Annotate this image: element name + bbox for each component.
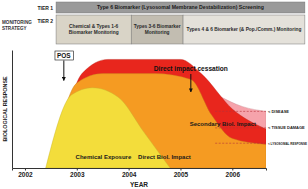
x-tick-label: 2002 bbox=[18, 171, 33, 178]
threshold-line bbox=[215, 143, 266, 144]
tier-label: TIER 2 bbox=[37, 18, 53, 24]
threshold-line bbox=[215, 111, 266, 112]
tier-box-text: Types 4 & 6 Biomarker (& Pop./Comm.) Mon… bbox=[187, 27, 302, 32]
tier-box-text: Type 6 Biomarker (Lysosomal Membrane Des… bbox=[97, 4, 264, 10]
threshold-label: < LYSOSOMAL RESPONSE bbox=[268, 141, 307, 146]
threshold-label: < TISSUE DAMAGE bbox=[268, 125, 305, 130]
x-tick-label: 2005 bbox=[174, 171, 189, 178]
x-axis-line bbox=[13, 169, 267, 171]
x-tick-label: 2004 bbox=[122, 171, 137, 178]
y-axis-line bbox=[12, 51, 13, 169]
x-tick-mark bbox=[77, 168, 78, 171]
tier-box bbox=[56, 15, 131, 44]
monitoring-label: MONITORINGSTRATEGY bbox=[2, 20, 32, 31]
tier-box bbox=[131, 15, 183, 44]
y-axis bbox=[12, 51, 13, 169]
threshold-label: < DISEASE bbox=[268, 109, 289, 114]
x-axis-title: YEAR bbox=[130, 181, 148, 188]
series-label: Direct Biol. Impact bbox=[138, 154, 191, 160]
series-label: Chemical Exposure bbox=[76, 154, 132, 160]
tier-box bbox=[183, 15, 305, 44]
x-tick: 2004 bbox=[122, 168, 137, 178]
annotation-arrow bbox=[190, 74, 191, 92]
tier-box-text: Chemical & Types 1-6Biomarker Monitoring bbox=[69, 24, 119, 35]
x-axis: 2002 2003 2004 2005 2006 bbox=[13, 168, 267, 178]
plot-area bbox=[46, 59, 266, 168]
annotation-box bbox=[55, 51, 73, 60]
background bbox=[0, 0, 308, 189]
chart: MONITORINGSTRATEGY TIER 1 Type 6 Biomarker… bbox=[0, 0, 308, 189]
annotation-arrow bbox=[63, 61, 64, 81]
tier-box-text: Types 3-6 BiomarkerMonitoring bbox=[134, 24, 181, 35]
tier-box bbox=[56, 2, 305, 13]
x-tick-mark bbox=[232, 168, 233, 171]
threshold-line bbox=[215, 127, 266, 128]
annotation-text: POS bbox=[57, 52, 71, 59]
y-axis-title: BIOLOGICAL RESPONSE bbox=[2, 76, 8, 142]
x-tick: 2003 bbox=[70, 168, 85, 178]
x-tick-label: 2006 bbox=[226, 171, 241, 178]
x-tick-mark bbox=[25, 168, 26, 171]
x-tick-mark bbox=[180, 168, 181, 171]
series-label: Secondary Biol. Impact bbox=[190, 121, 256, 127]
tier-label: TIER 1 bbox=[37, 5, 53, 11]
x-tick: 2005 bbox=[174, 168, 189, 178]
x-tick: 2006 bbox=[226, 168, 241, 178]
x-tick-label: 2003 bbox=[70, 171, 85, 178]
x-tick: 2002 bbox=[18, 168, 33, 178]
x-tick-mark bbox=[129, 168, 130, 171]
annotation-text: Direct impact cessation bbox=[154, 65, 228, 73]
